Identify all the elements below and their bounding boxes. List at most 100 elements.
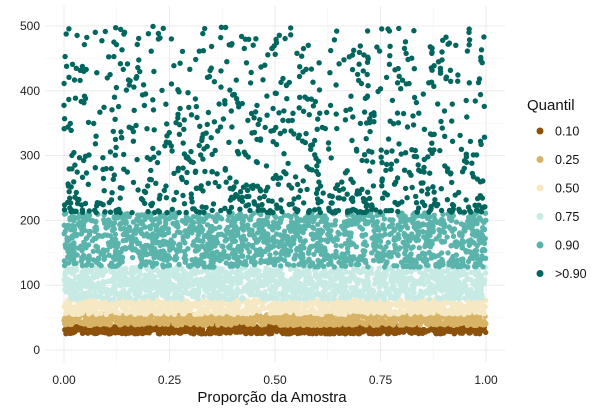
data-point <box>455 321 462 327</box>
data-point <box>236 302 242 308</box>
data-point <box>300 269 306 276</box>
data-point <box>408 311 414 317</box>
data-point <box>440 279 447 285</box>
data-point <box>303 321 309 327</box>
data-point <box>170 294 177 300</box>
data-point <box>305 301 312 308</box>
data-point <box>481 311 487 317</box>
data-point <box>93 243 99 249</box>
data-point <box>149 300 155 307</box>
data-point <box>136 293 142 300</box>
data-point <box>128 301 134 307</box>
data-point <box>398 272 405 278</box>
data-point <box>325 293 331 300</box>
data-point <box>161 287 167 293</box>
data-point <box>264 214 271 220</box>
data-point <box>167 309 174 315</box>
data-point <box>396 329 402 336</box>
data-point <box>271 300 277 306</box>
data-point <box>336 330 342 337</box>
data-point <box>252 316 258 322</box>
data-point <box>284 286 290 292</box>
data-point <box>151 274 157 280</box>
data-point <box>236 328 243 335</box>
data-point <box>388 285 395 291</box>
data-point <box>309 279 316 285</box>
data-point <box>350 322 356 328</box>
data-point <box>389 328 395 334</box>
data-point <box>189 293 196 299</box>
data-point <box>435 314 441 320</box>
data-point <box>420 280 426 287</box>
data-point <box>466 310 472 316</box>
data-point <box>314 290 321 296</box>
data-point <box>89 292 95 298</box>
data-point <box>85 322 92 328</box>
data-point <box>348 273 354 280</box>
data-point <box>339 320 346 326</box>
data-point <box>129 254 136 261</box>
data-point <box>91 319 97 325</box>
data-point <box>185 314 191 320</box>
data-point <box>467 302 473 309</box>
data-point <box>270 227 276 233</box>
data-point <box>342 330 349 336</box>
data-point <box>414 278 421 285</box>
data-point <box>459 287 465 293</box>
data-point <box>96 300 103 307</box>
data-point <box>453 219 460 225</box>
data-point <box>451 281 457 287</box>
data-point <box>71 227 78 233</box>
data-point <box>466 320 472 327</box>
data-point <box>150 307 156 314</box>
data-point <box>450 233 457 239</box>
data-point <box>243 328 249 334</box>
data-point <box>239 296 245 302</box>
data-point <box>109 328 116 334</box>
data-point <box>341 311 347 317</box>
data-point <box>373 296 379 302</box>
data-point <box>482 255 489 261</box>
data-point <box>444 294 450 301</box>
data-point <box>265 330 272 336</box>
data-point <box>210 276 217 283</box>
data-point <box>176 278 183 285</box>
data-point <box>387 303 393 309</box>
data-point <box>139 330 146 336</box>
data-point <box>77 300 83 307</box>
data-point <box>387 317 394 323</box>
data-point <box>416 245 422 251</box>
data-point <box>408 321 414 328</box>
data-point <box>433 322 440 328</box>
data-point <box>383 320 389 327</box>
data-point <box>222 327 229 334</box>
data-point <box>480 225 486 231</box>
data-point <box>467 330 473 336</box>
data-point <box>479 279 485 285</box>
data-point <box>441 310 447 317</box>
data-point <box>200 298 206 304</box>
data-point <box>461 327 467 333</box>
data-point <box>199 322 206 328</box>
data-point <box>476 331 483 337</box>
data-point <box>323 287 329 293</box>
data-point <box>417 320 423 326</box>
data-point <box>227 301 234 307</box>
data-point <box>376 318 383 325</box>
data-point <box>141 311 147 317</box>
data-point <box>218 285 225 292</box>
data-point <box>65 302 71 308</box>
data-point <box>89 283 96 289</box>
data-point <box>80 308 86 314</box>
data-point <box>394 271 400 277</box>
data-point <box>86 311 92 317</box>
data-point <box>314 282 320 289</box>
data-point <box>424 309 430 315</box>
data-point <box>425 319 432 325</box>
data-point <box>166 316 172 323</box>
data-point <box>360 268 367 274</box>
data-point <box>347 309 353 315</box>
data-point <box>233 292 240 298</box>
data-point <box>406 328 412 334</box>
